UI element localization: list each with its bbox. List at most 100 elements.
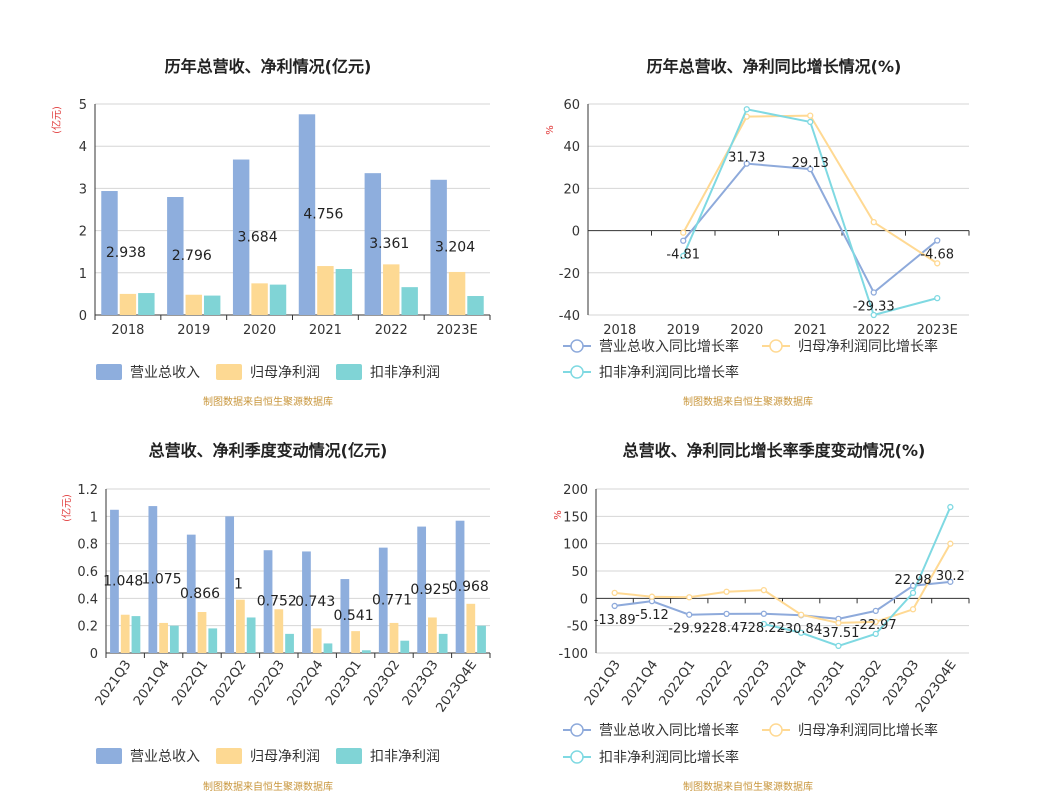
data-point: [947, 578, 954, 585]
y-tick-label: 1: [79, 267, 87, 282]
bar-deducted-profit: [477, 625, 486, 653]
x-tick-label: 2021: [794, 323, 827, 338]
bar-deducted-profit: [169, 625, 179, 653]
bar-deducted-profit: [138, 293, 155, 315]
legend-label: 营业总收入: [130, 749, 200, 765]
y-tick-label: 3: [79, 182, 87, 197]
bar-revenue: [225, 516, 235, 653]
bar-net-profit: [312, 628, 322, 653]
bar-deducted-profit: [335, 269, 353, 315]
bar-net-profit: [317, 266, 334, 315]
bar-revenue: [302, 551, 311, 653]
bar-revenue: [340, 579, 350, 653]
y-tick-label: 1: [90, 510, 98, 525]
data-label: 0.752: [257, 594, 297, 610]
data-point: [723, 610, 730, 618]
x-tick-label: 2019: [177, 323, 210, 338]
data-point: [934, 294, 941, 302]
legend-label: 扣非净利润同比增长率: [599, 364, 739, 381]
x-tick-label: 2020: [243, 323, 276, 338]
bar-deducted-profit: [285, 633, 294, 653]
data-label: -29.92: [668, 622, 710, 637]
legend-swatch: [96, 748, 122, 764]
data-point: [947, 503, 954, 511]
x-tick-label: 2022: [857, 323, 890, 338]
source-note: 制图数据来自恒生聚源数据库: [203, 395, 333, 408]
data-label: -37.51: [817, 626, 859, 641]
data-label: 0.866: [180, 586, 220, 602]
legend-swatch: [216, 364, 242, 380]
data-point: [909, 589, 917, 597]
data-label: 1: [234, 577, 243, 593]
bar-net-profit: [120, 614, 130, 653]
y-tick-label: -20: [559, 267, 580, 282]
bar-deducted-profit: [401, 287, 418, 315]
legend-label: 归母净利润同比增长率: [798, 338, 938, 355]
data-label: 3.361: [369, 236, 409, 252]
data-point: [870, 289, 877, 296]
x-tick-label: 2022Q4: [285, 658, 327, 709]
legend-swatch: [216, 748, 242, 764]
y-tick-label: 0.8: [77, 538, 98, 553]
y-tick-label: 100: [563, 538, 588, 553]
data-label: -29.33: [853, 299, 895, 314]
bar-revenue: [263, 550, 273, 653]
bar-deducted-profit: [246, 617, 256, 653]
bar-net-profit: [274, 609, 284, 653]
y-tick-label: -100: [558, 647, 588, 662]
legend-swatch: [336, 748, 362, 764]
y-tick-label: 0.6: [77, 565, 98, 580]
source-note: 制图数据来自恒生聚源数据库: [683, 395, 813, 408]
bar-net-profit: [351, 631, 360, 653]
data-label: -22.97: [855, 618, 897, 633]
data-label: -5.12: [635, 608, 669, 623]
series-line-net-profit: [614, 543, 952, 624]
y-tick-label: 5: [79, 98, 87, 113]
data-point: [872, 630, 879, 638]
y-tick-label: 1.2: [77, 483, 98, 498]
bar-net-profit: [159, 622, 168, 653]
source-note: 制图数据来自恒生聚源数据库: [203, 780, 333, 793]
y-tick-label: -40: [559, 309, 580, 324]
data-point: [686, 611, 693, 618]
data-point: [872, 607, 879, 615]
bar-net-profit: [197, 612, 207, 653]
y-tick-label: 0: [580, 592, 588, 607]
data-point: [680, 252, 687, 260]
data-point: [872, 618, 879, 625]
bar-revenue: [232, 159, 250, 315]
bar-deducted-profit: [361, 650, 371, 653]
y-tick-label: 0: [79, 309, 87, 324]
data-label: 1.075: [142, 572, 182, 588]
x-tick-label: 2022: [375, 323, 408, 338]
legend-swatch-marker: [570, 365, 584, 379]
quarterly-growth-rate-chart: 总营收、净利同比增长率季度变动情况(%)% -100 -50 0 50 100 150 200…: [553, 441, 970, 793]
source-note: 制图数据来自恒生聚源数据库: [683, 780, 813, 793]
data-point: [835, 619, 842, 627]
x-tick-label: 2023Q3: [400, 658, 442, 709]
bar-net-profit: [448, 271, 466, 315]
legend-swatch-marker: [570, 723, 584, 737]
series-line-deducted-profit: [682, 108, 938, 317]
series-line-deducted-profit: [763, 506, 952, 647]
data-point: [870, 219, 877, 226]
legend-swatch-marker: [570, 750, 584, 764]
bar-net-profit: [428, 617, 437, 653]
legend-label: 扣非净利润: [370, 749, 440, 765]
data-point: [797, 629, 805, 636]
x-tick-label: 2022Q4: [769, 658, 811, 709]
data-label: 0.541: [334, 608, 374, 624]
data-label: -28.22: [743, 621, 785, 636]
bar-revenue: [101, 191, 118, 315]
x-tick-label: 2022Q1: [169, 658, 211, 709]
data-label: 31.73: [728, 151, 765, 166]
x-tick-label: 2020: [730, 323, 763, 338]
data-label: 1.048: [103, 573, 143, 589]
y-tick-label: 40: [563, 140, 580, 155]
bar-net-profit: [236, 599, 245, 653]
bar-revenue: [430, 179, 447, 315]
data-point: [870, 311, 877, 319]
legend-label: 营业总收入: [130, 365, 200, 381]
x-tick-label: 2023Q2: [843, 658, 885, 709]
